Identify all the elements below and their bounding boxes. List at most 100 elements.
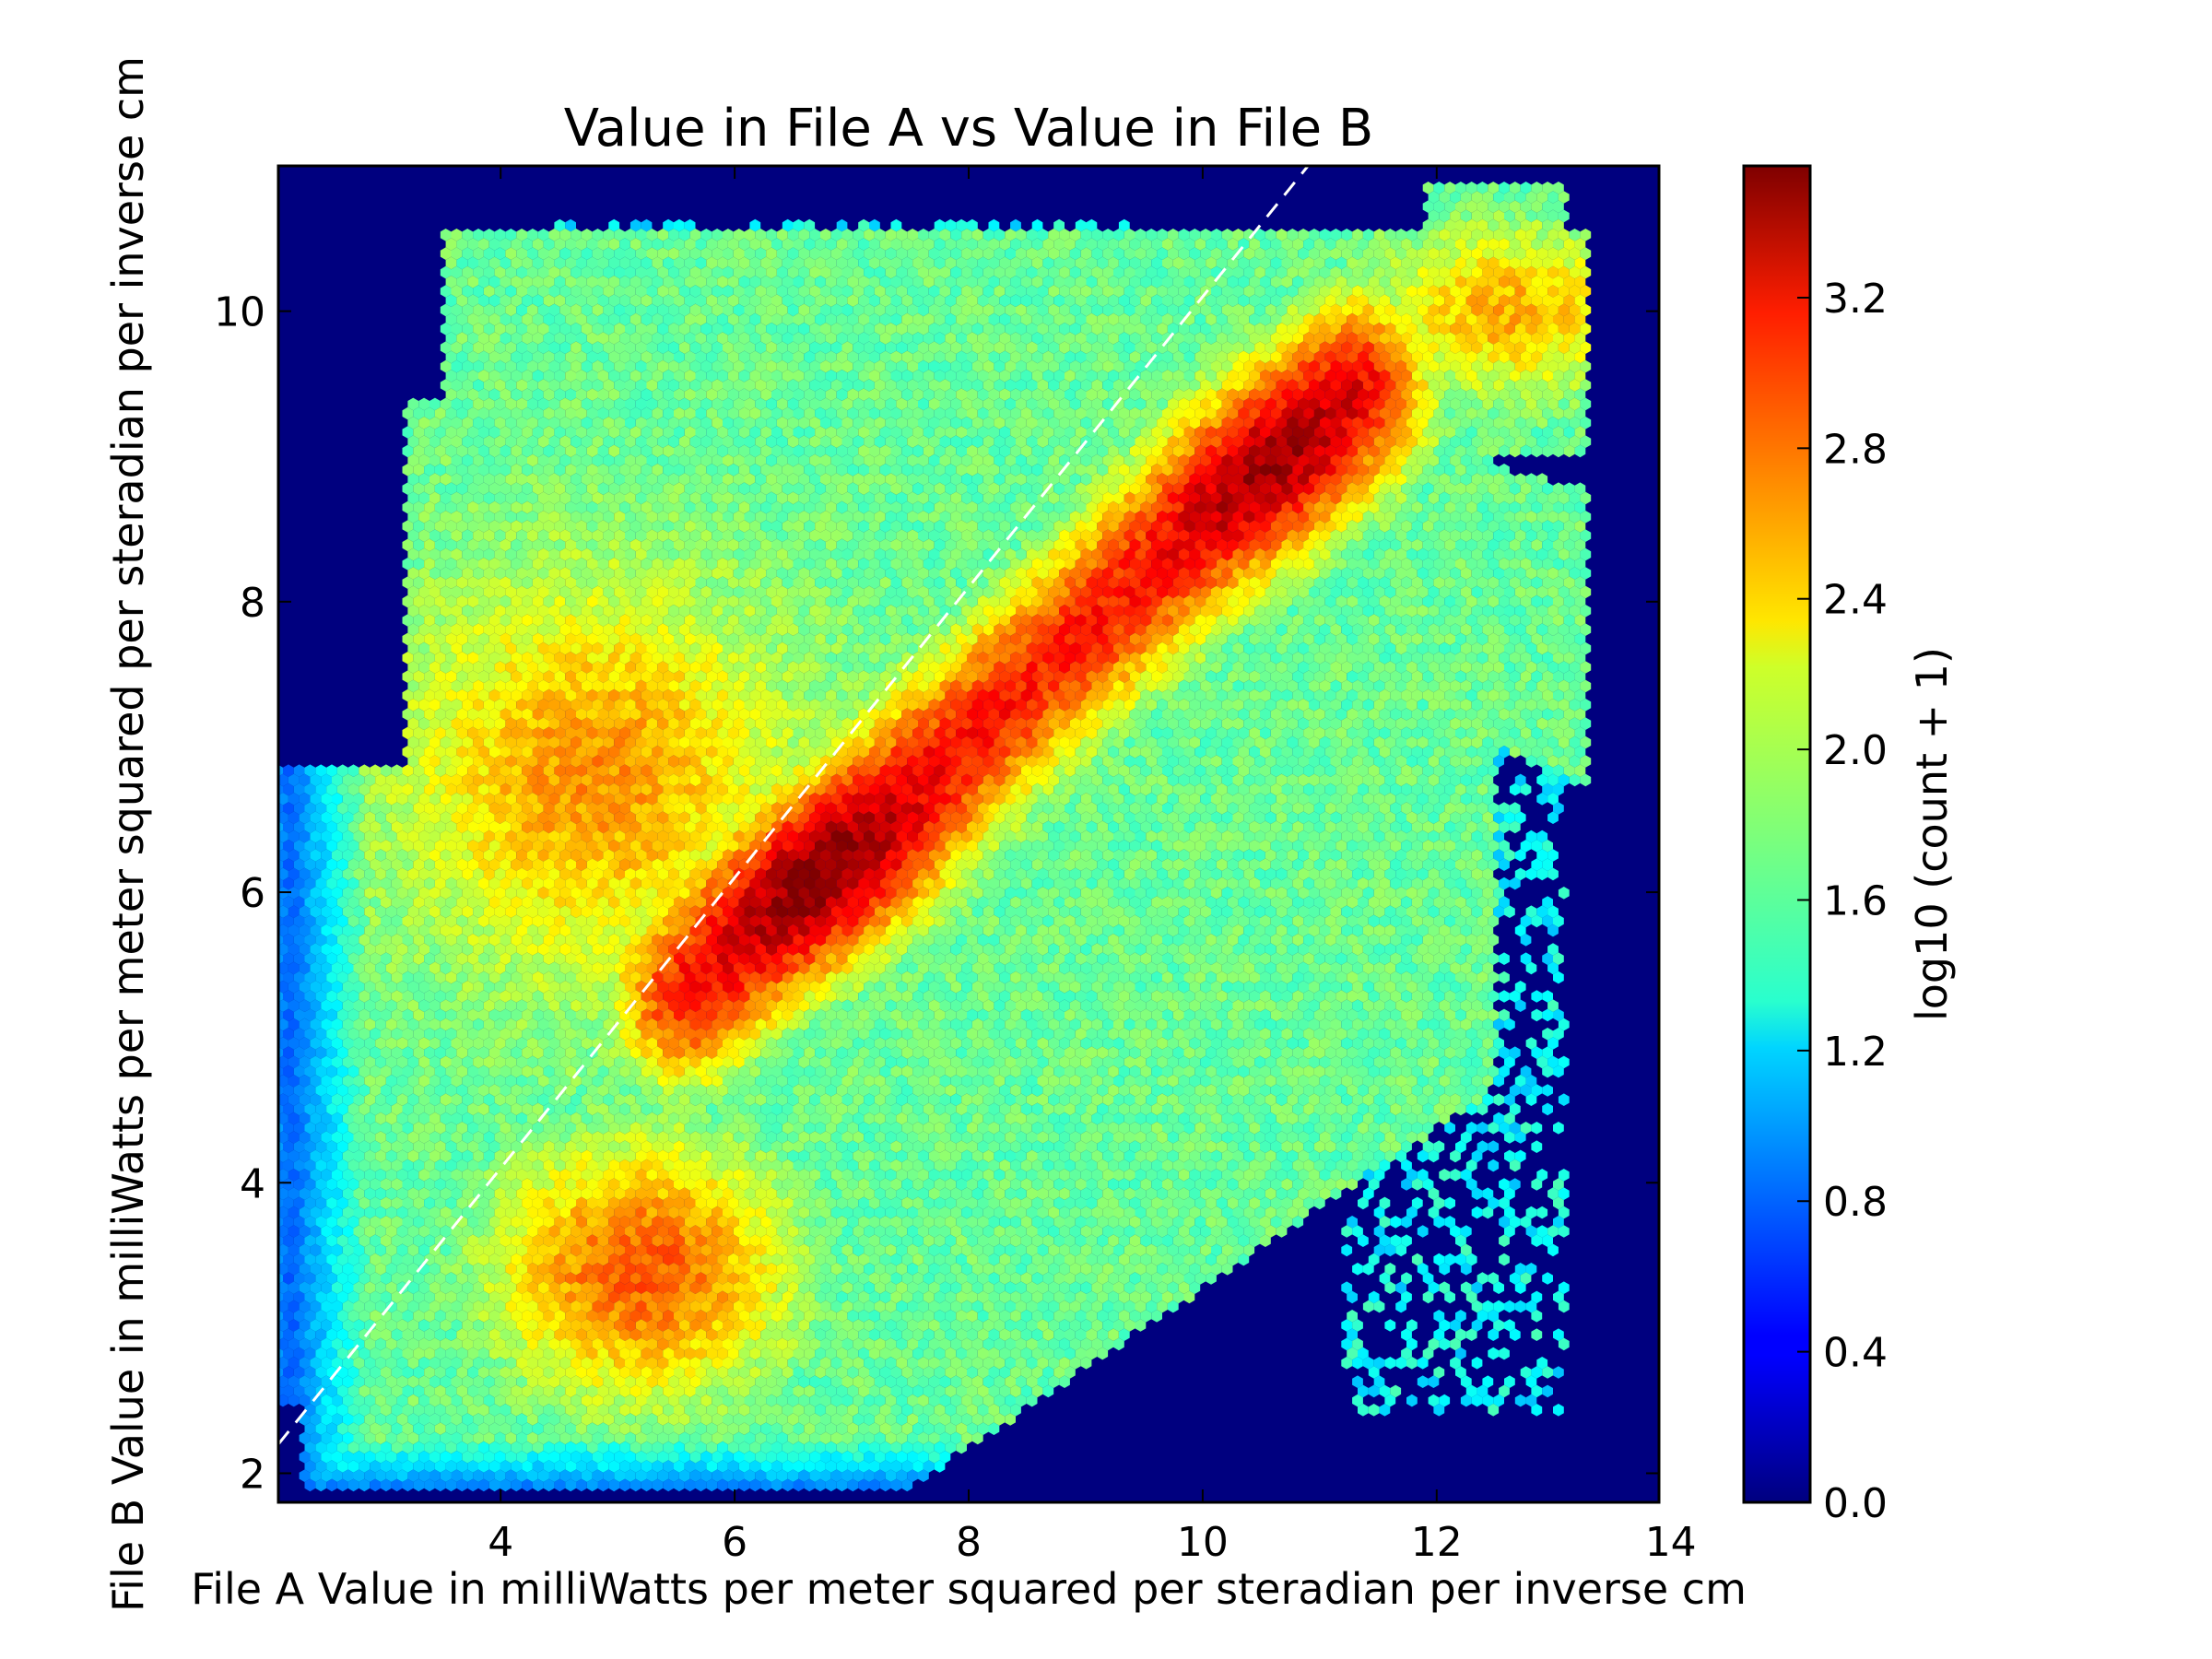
hexbin-cell xyxy=(1281,238,1293,251)
hexbin-cell xyxy=(1091,265,1103,279)
hexbin-cell xyxy=(1390,256,1402,270)
hexbin-cell xyxy=(1455,238,1466,251)
hexbin-cell xyxy=(1232,229,1244,241)
hexbin-cell xyxy=(1313,238,1325,251)
hexbin-cell xyxy=(1358,256,1369,270)
hexbin-cell xyxy=(1048,285,1060,298)
hexbin-cell xyxy=(1428,265,1440,279)
hexbin-cell xyxy=(1514,209,1526,223)
hexbin-cell xyxy=(771,294,782,307)
hexbin-cell xyxy=(907,265,918,279)
hexbin-cell xyxy=(1509,256,1521,270)
hexbin-cell xyxy=(1172,256,1184,270)
hexbin-cell xyxy=(706,276,718,288)
hexbin-cell xyxy=(1358,276,1369,288)
hexbin-cell xyxy=(641,256,653,270)
hexbin-cell xyxy=(571,229,582,241)
hexbin-cell xyxy=(994,229,1006,241)
hexbin-cell xyxy=(1303,276,1314,288)
hexbin-cell xyxy=(864,265,875,279)
hexbin-cell xyxy=(793,218,805,232)
hexbin-cell xyxy=(1254,285,1265,298)
hexbin-cell xyxy=(1536,191,1548,204)
hexbin-cell xyxy=(1450,191,1461,204)
hexbin-cell xyxy=(1417,247,1429,260)
hexbin-cell xyxy=(999,238,1011,251)
hexbin-cell xyxy=(1135,229,1147,241)
hexbin-cell xyxy=(505,229,517,241)
hexbin-cell xyxy=(1439,209,1451,223)
hexbin-cell xyxy=(1499,276,1510,288)
hexbin-cell xyxy=(755,229,767,241)
hexbin-cell xyxy=(982,247,994,260)
hexbin-cell xyxy=(956,276,967,288)
hexbin-cell xyxy=(663,276,674,288)
hexbin-cell xyxy=(1482,191,1494,204)
hexbin-cell xyxy=(1450,247,1461,260)
hexbin-cell xyxy=(950,265,962,279)
hexbin-cell xyxy=(967,276,978,288)
hexbin-cell xyxy=(836,238,848,251)
hexbin-cell xyxy=(961,285,972,298)
hexbin-cell xyxy=(537,265,549,279)
hexbin-cell xyxy=(1238,276,1250,288)
hexbin-cell xyxy=(1471,285,1483,298)
hexbin-cell xyxy=(565,294,576,307)
hexbin-cell xyxy=(1542,218,1553,232)
hexbin-cell xyxy=(483,265,495,279)
hexbin-cell xyxy=(934,238,946,251)
hexbin-cell xyxy=(1151,276,1162,288)
hexbin-cell xyxy=(1075,276,1087,288)
hexbin-cell xyxy=(1324,238,1336,251)
hexbin-cell xyxy=(494,265,506,279)
hexbin-cell xyxy=(798,265,810,279)
hexbin-cell xyxy=(1162,276,1173,288)
hexbin-cell xyxy=(543,276,555,288)
hexbin-cell xyxy=(1488,238,1500,251)
hexbin-cell xyxy=(1313,276,1325,288)
hexbin-cell xyxy=(988,218,1000,232)
hexbin-cell xyxy=(1157,247,1168,260)
hexbin-cell xyxy=(1542,238,1553,251)
hexbin-cell xyxy=(462,247,474,260)
hexbin-cell xyxy=(1406,285,1418,298)
hexbin-cell xyxy=(1281,256,1293,270)
hexbin-cell xyxy=(738,238,750,251)
hexbin-cell xyxy=(1227,276,1239,288)
hexbin-cell xyxy=(1493,247,1504,260)
hexbin-cell xyxy=(874,285,886,298)
hexbin-cell xyxy=(988,276,1000,288)
hexbin-cell xyxy=(766,285,777,298)
hexbin-cell xyxy=(1221,247,1233,260)
hexbin-cell xyxy=(1531,218,1543,232)
hexbin-cell xyxy=(473,265,484,279)
hexbin-cell xyxy=(793,238,805,251)
hexbin-cell xyxy=(749,276,761,288)
hexbin-cell xyxy=(809,229,820,241)
hexbin-cell xyxy=(516,265,527,279)
hexbin-cell xyxy=(820,285,831,298)
hexbin-cell xyxy=(1265,265,1277,279)
hexbin-cell xyxy=(483,229,495,241)
hexbin-cell xyxy=(1178,247,1190,260)
hexbin-cell xyxy=(445,256,457,270)
hexbin-cell xyxy=(1016,229,1027,241)
hexbin-cell xyxy=(478,294,489,307)
hexbin-cell xyxy=(1417,265,1429,279)
hexbin-cell xyxy=(1471,247,1483,260)
hexbin-cell xyxy=(1542,256,1553,270)
hexbin-cell xyxy=(592,285,604,298)
hexbin-cell xyxy=(1580,247,1592,260)
hexbin-cell xyxy=(522,238,533,251)
hexbin-cell xyxy=(1444,218,1455,232)
hexbin-cell xyxy=(1547,229,1559,241)
hexbin-cell xyxy=(689,229,701,241)
hexbin-cell xyxy=(652,256,664,270)
hexbin-cell xyxy=(559,285,571,298)
hexbin-cell xyxy=(1499,256,1510,270)
hexbin-cell xyxy=(554,294,566,307)
hexbin-cell xyxy=(625,285,636,298)
hexbin-cell xyxy=(923,276,935,288)
hexbin-cell xyxy=(945,218,957,232)
hexbin-cell xyxy=(1428,247,1440,260)
